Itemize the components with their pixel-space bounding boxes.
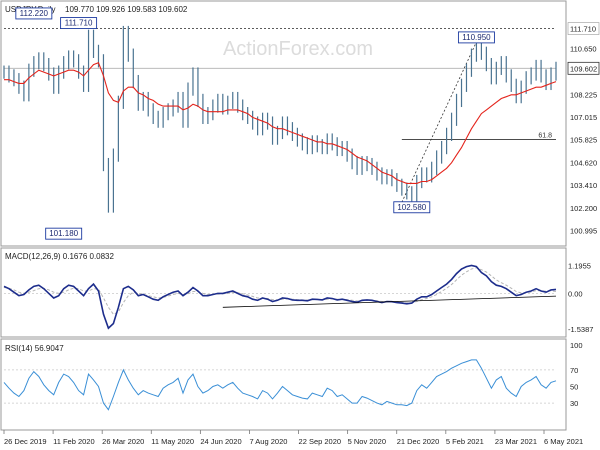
price-y-tick: 103.410 <box>570 181 597 190</box>
price-marker-box <box>60 17 98 30</box>
price-marker-box <box>45 227 83 240</box>
price-marker-label: 110.950 <box>462 33 491 42</box>
fib-label: 61.8 <box>538 133 552 140</box>
x-tick-label: 22 Sep 2020 <box>299 437 342 446</box>
rsi-grid <box>4 369 556 404</box>
macd-panel: MACD(12,26,9) 0.1676 0.0832 1.1955 0.00 -1… <box>0 247 593 338</box>
macd-signal-line <box>3 267 557 315</box>
macd-trend-line <box>222 295 557 308</box>
moving-average-line <box>4 61 557 184</box>
x-tick-label: 21 Dec 2020 <box>397 437 440 446</box>
x-tick-label: 7 Aug 2020 <box>249 437 287 446</box>
x-tick-label: 11 May 2020 <box>151 437 194 446</box>
price-y-axis: 111.710 110.650 109.602 108.225 107.015 105.8… <box>567 22 600 236</box>
price-y-tick: 111.710 <box>570 25 596 34</box>
x-tick-label: 5 Feb 2021 <box>446 437 484 446</box>
price-marker-label: 112.220 <box>20 9 49 18</box>
price-panel: ActionForex.com USDJPY,Daily 109.770 109… <box>0 0 600 247</box>
macd-title: MACD(12,26,9) 0.1676 0.0832 <box>5 252 115 261</box>
rsi-line <box>3 359 557 411</box>
price-marker-label: 111.710 <box>65 19 93 28</box>
price-y-tick: 105.825 <box>570 136 597 145</box>
current-price-box <box>567 61 600 75</box>
price-y-tick: 100.995 <box>570 227 597 236</box>
x-tick-label: 24 Jun 2020 <box>200 437 241 446</box>
rsi-y-tick: 50 <box>570 383 578 392</box>
macd-y-axis: 1.1955 0.00 -1.5387 <box>568 262 593 335</box>
price-y-tick: 107.015 <box>570 113 597 122</box>
rsi-y-tick: 30 <box>570 399 578 408</box>
rsi-series <box>3 359 557 411</box>
x-tick-label: 26 Mar 2020 <box>102 437 144 446</box>
price-marker-label: 101.180 <box>49 229 78 238</box>
rsi-y-tick: 100 <box>570 341 583 350</box>
watermark: ActionForex.com <box>223 38 373 60</box>
price-y-tick: 110.650 <box>570 45 597 54</box>
price-y-tick: 104.620 <box>570 158 597 167</box>
resistance-price-box <box>567 22 600 35</box>
macd-y-tick: 1.1955 <box>568 262 591 271</box>
x-tick-label: 5 Nov 2020 <box>348 437 386 446</box>
price-marker-box <box>457 31 495 44</box>
rsi-panel: RSI(14) 56.9047 100 70 50 30 <box>0 338 583 431</box>
x-tick-label: 26 Dec 2019 <box>4 437 47 446</box>
price-marker-box <box>393 201 431 214</box>
macd-frame <box>0 247 567 338</box>
macd-line <box>3 264 557 330</box>
price-markers: 112.220 111.710 101.180 102.580 110.950 <box>15 7 495 240</box>
rsi-frame <box>0 338 567 431</box>
x-tick-label: 6 May 2021 <box>544 437 583 446</box>
price-series <box>3 25 557 213</box>
macd-y-tick: -1.5387 <box>568 325 593 334</box>
price-y-tick: 108.225 <box>570 90 597 99</box>
rsi-y-axis: 100 70 50 30 <box>570 341 583 408</box>
price-marker-box <box>15 7 53 20</box>
x-tick-label: 11 Feb 2020 <box>53 437 95 446</box>
price-y-tick: 102.200 <box>570 204 597 213</box>
macd-y-tick: 0.00 <box>568 289 583 298</box>
x-axis: 26 Dec 2019 11 Feb 2020 26 Mar 2020 11 May … <box>3 430 583 446</box>
macd-series <box>3 264 557 330</box>
rsi-y-tick: 70 <box>570 366 578 375</box>
price-y-tick: 109.602 <box>570 64 597 73</box>
x-tick-label: 23 Mar 2021 <box>495 437 537 446</box>
price-marker-label: 102.580 <box>397 203 426 212</box>
rsi-title: RSI(14) 56.9047 <box>5 344 64 353</box>
fib-trend-line <box>401 41 477 203</box>
ohlc-label: 109.770 109.926 109.583 109.602 <box>65 5 188 14</box>
